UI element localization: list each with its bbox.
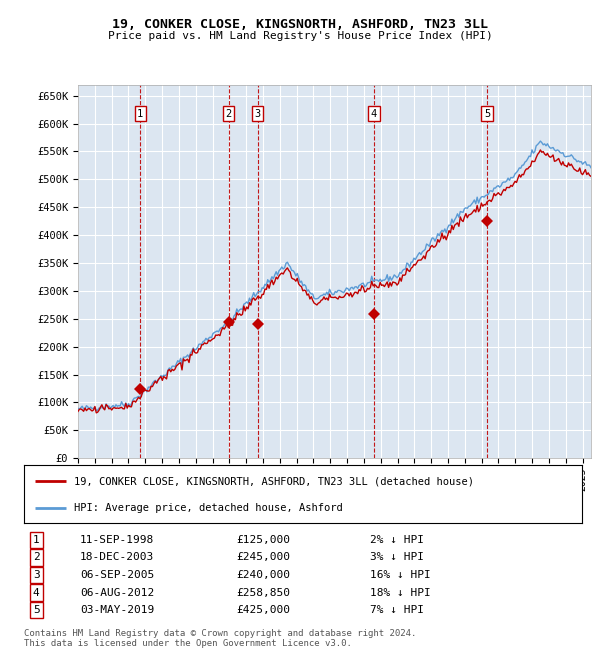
Text: Price paid vs. HM Land Registry's House Price Index (HPI): Price paid vs. HM Land Registry's House … (107, 31, 493, 41)
Text: 3% ↓ HPI: 3% ↓ HPI (370, 552, 424, 562)
Text: 19, CONKER CLOSE, KINGSNORTH, ASHFORD, TN23 3LL: 19, CONKER CLOSE, KINGSNORTH, ASHFORD, T… (112, 18, 488, 31)
Text: 2% ↓ HPI: 2% ↓ HPI (370, 535, 424, 545)
Text: 5: 5 (33, 605, 40, 615)
Text: Contains HM Land Registry data © Crown copyright and database right 2024.
This d: Contains HM Land Registry data © Crown c… (24, 629, 416, 648)
Text: 16% ↓ HPI: 16% ↓ HPI (370, 570, 431, 580)
Text: 7% ↓ HPI: 7% ↓ HPI (370, 605, 424, 615)
Text: 2: 2 (226, 109, 232, 118)
Text: 2: 2 (33, 552, 40, 562)
Text: 11-SEP-1998: 11-SEP-1998 (80, 535, 154, 545)
Text: £240,000: £240,000 (236, 570, 290, 580)
Text: 4: 4 (371, 109, 377, 118)
Text: 3: 3 (33, 570, 40, 580)
Text: HPI: Average price, detached house, Ashford: HPI: Average price, detached house, Ashf… (74, 503, 343, 514)
Text: 19, CONKER CLOSE, KINGSNORTH, ASHFORD, TN23 3LL (detached house): 19, CONKER CLOSE, KINGSNORTH, ASHFORD, T… (74, 476, 474, 486)
Text: 18-DEC-2003: 18-DEC-2003 (80, 552, 154, 562)
Text: £258,850: £258,850 (236, 588, 290, 597)
Text: 1: 1 (137, 109, 143, 118)
Text: 03-MAY-2019: 03-MAY-2019 (80, 605, 154, 615)
Text: 4: 4 (33, 588, 40, 597)
Text: 3: 3 (254, 109, 261, 118)
Text: 06-SEP-2005: 06-SEP-2005 (80, 570, 154, 580)
Text: £245,000: £245,000 (236, 552, 290, 562)
Text: 5: 5 (484, 109, 490, 118)
Text: £125,000: £125,000 (236, 535, 290, 545)
Text: £425,000: £425,000 (236, 605, 290, 615)
Text: 18% ↓ HPI: 18% ↓ HPI (370, 588, 431, 597)
Text: 06-AUG-2012: 06-AUG-2012 (80, 588, 154, 597)
Text: 1: 1 (33, 535, 40, 545)
